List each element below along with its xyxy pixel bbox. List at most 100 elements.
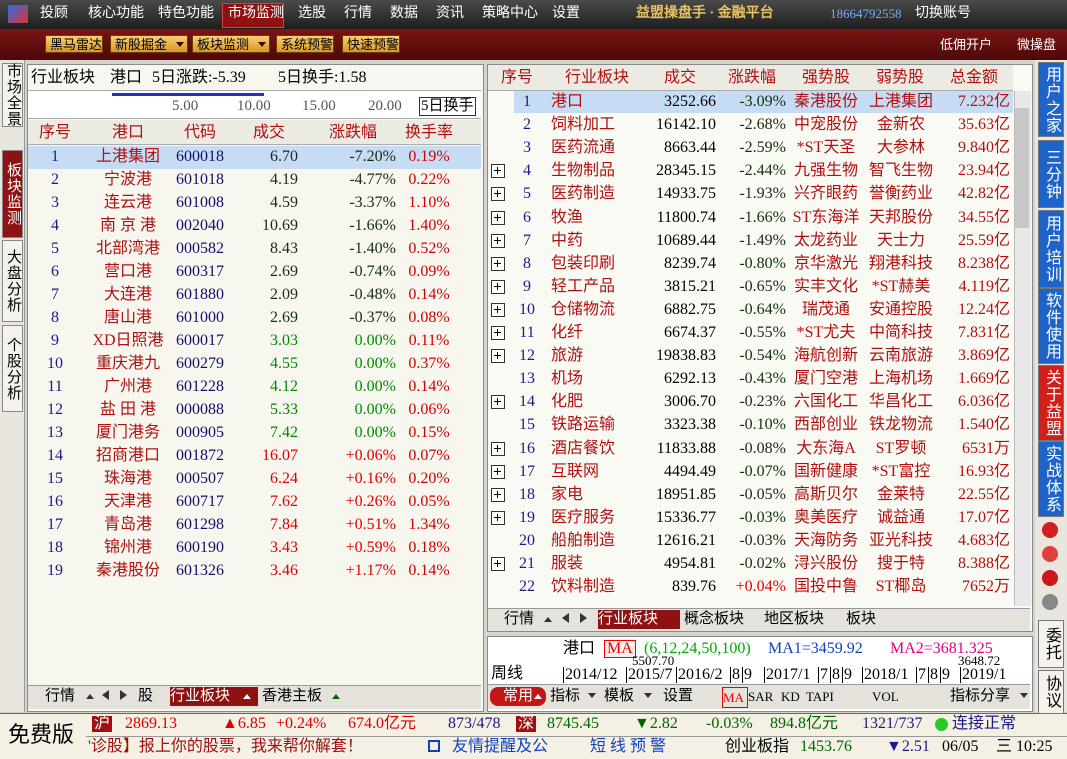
dropdown-arrow[interactable] [176, 42, 184, 47]
notice-icon[interactable] [428, 740, 440, 752]
right-tab[interactable]: 关于益盟 [1038, 365, 1064, 441]
expand-box[interactable] [491, 210, 505, 225]
expand-box[interactable] [491, 557, 505, 571]
expand-box[interactable] [491, 487, 505, 502]
table-cell[interactable]: 化肥 [551, 393, 584, 411]
bottom-tab[interactable]: 行情 [45, 688, 76, 704]
indicator-tool[interactable]: TAPI [806, 689, 834, 704]
table-cell[interactable]: 盐 田 港 [99, 401, 156, 418]
menu-item[interactable]: 策略中心 [482, 6, 538, 21]
period[interactable]: 周线 [491, 665, 524, 682]
scrollbar-thumb[interactable] [1015, 108, 1029, 228]
indicator-tool[interactable]: SAR [748, 689, 774, 704]
table-cell[interactable]: 重庆港九 [95, 355, 160, 372]
table-cell[interactable]: 家电 [551, 485, 584, 503]
table-cell[interactable]: 服装 [551, 555, 584, 572]
column-header[interactable]: 涨跌幅 [328, 124, 377, 141]
column-header[interactable]: 强势股 [801, 69, 850, 86]
bottom-tab[interactable]: 地区板块 [764, 611, 825, 627]
expand-box[interactable] [491, 510, 505, 525]
table-cell[interactable]: 生物制品 [551, 162, 616, 180]
expand-box[interactable] [491, 302, 505, 317]
table-cell[interactable]: 南 京 港 [99, 217, 156, 234]
table-cell[interactable]: 轻工产品 [551, 277, 616, 295]
toolbar-link[interactable]: 低佣开户 [940, 37, 993, 52]
table-cell[interactable]: 秦港股份 [95, 562, 160, 579]
indicator-tool[interactable]: 指标 [550, 688, 581, 704]
column-header[interactable]: 弱势股 [875, 69, 924, 86]
table-cell[interactable]: 医疗服务 [551, 508, 616, 526]
table-cell[interactable]: 招商港口 [95, 447, 160, 464]
table-cell[interactable]: 机场 [551, 370, 584, 388]
column-header[interactable]: 行业板块 [564, 69, 629, 86]
side-icon[interactable] [1042, 594, 1058, 610]
left-tab[interactable]: 市场全景 [2, 63, 23, 127]
table-cell[interactable]: 互联网 [551, 462, 600, 480]
dropdown-arrow[interactable] [86, 694, 94, 699]
menu-item[interactable]: 数据 [390, 6, 418, 21]
table-cell[interactable]: 港口 [551, 93, 584, 110]
switch-account[interactable]: 切换账号 [915, 6, 971, 21]
dropdown-arrow[interactable] [332, 694, 340, 699]
table-cell[interactable]: 仓储物流 [551, 300, 616, 318]
dropdown-arrow[interactable] [243, 694, 251, 699]
expand-box[interactable] [491, 326, 505, 340]
table-cell[interactable]: 锦州港 [103, 539, 152, 556]
table-cell[interactable]: 化纤 [551, 324, 584, 341]
expand-box[interactable] [491, 233, 505, 248]
scroll-left[interactable] [102, 690, 109, 700]
alert[interactable]: 短 线 预 警 [590, 738, 667, 755]
right-tab[interactable]: 委托 [1038, 620, 1064, 668]
dropdown-arrow[interactable] [1020, 693, 1028, 698]
menu-item[interactable]: 资讯 [436, 6, 464, 21]
column-header[interactable]: 代码 [183, 124, 216, 141]
side-icon[interactable] [1042, 570, 1058, 586]
indicator-tool[interactable]: KD [781, 689, 800, 704]
side-icon[interactable] [1042, 522, 1058, 538]
expand-box[interactable] [491, 256, 505, 271]
table-cell[interactable]: 中药 [551, 231, 584, 249]
menu-item[interactable]: 核心功能 [88, 6, 144, 21]
right-tab[interactable]: 用户培训 [1038, 210, 1064, 288]
menu-item[interactable]: 市场监测 [228, 6, 284, 21]
right-tab[interactable]: 三分钟 [1038, 140, 1064, 208]
scroll-left[interactable] [562, 613, 569, 623]
table-cell[interactable]: 广州港 [103, 378, 152, 395]
dropdown-arrow[interactable] [544, 617, 552, 622]
table-cell[interactable]: 宁波港 [103, 171, 152, 188]
table-cell[interactable]: 铁路运输 [551, 416, 616, 434]
indicator-tool[interactable]: MA [722, 687, 748, 708]
side-icon[interactable] [1042, 546, 1058, 562]
table-cell[interactable]: 天津港 [103, 493, 152, 510]
table-cell[interactable]: XD日照港 [92, 332, 164, 349]
dropdown-arrow[interactable] [644, 693, 652, 698]
table-cell[interactable]: 青岛港 [103, 516, 152, 533]
menu-item[interactable]: 选股 [298, 6, 326, 21]
indicator-tool[interactable]: 设置 [663, 688, 694, 704]
column-header[interactable]: 成交 [252, 124, 285, 141]
bottom-tab[interactable]: 香港主板 [262, 688, 323, 704]
table-cell[interactable]: 上港集团 [95, 148, 160, 165]
indicator-tool[interactable]: VOL [872, 689, 899, 704]
table-cell[interactable]: 连云港 [103, 194, 152, 211]
table-cell[interactable]: 牧渔 [551, 208, 584, 226]
column-header[interactable]: 涨跌幅 [727, 69, 776, 86]
table-cell[interactable]: 饮料制造 [551, 578, 616, 596]
scroll-right[interactable] [580, 613, 587, 623]
left-tab[interactable]: 板块监测 [2, 150, 23, 238]
dropdown-arrow[interactable] [258, 42, 266, 47]
table-cell[interactable]: 北部湾港 [95, 240, 160, 257]
menu-item[interactable]: 行情 [344, 6, 372, 21]
column-header[interactable]: 序号 [38, 124, 71, 141]
expand-box[interactable] [491, 349, 505, 364]
expand-box[interactable] [491, 164, 505, 179]
ma-label[interactable]: MA [604, 640, 636, 658]
dropdown-arrow[interactable] [588, 693, 596, 698]
table-cell[interactable]: 船舶制造 [551, 531, 616, 549]
toolbar-button[interactable]: 黑马雷达 [45, 35, 103, 53]
toolbar-button[interactable]: 新股掘金 [110, 35, 188, 53]
column-header[interactable]: 成交 [663, 69, 696, 86]
table-cell[interactable]: 医药制造 [551, 185, 616, 203]
table-cell[interactable]: 医药流通 [551, 139, 616, 157]
indicator-tool[interactable]: 指标分享 [950, 688, 1011, 704]
